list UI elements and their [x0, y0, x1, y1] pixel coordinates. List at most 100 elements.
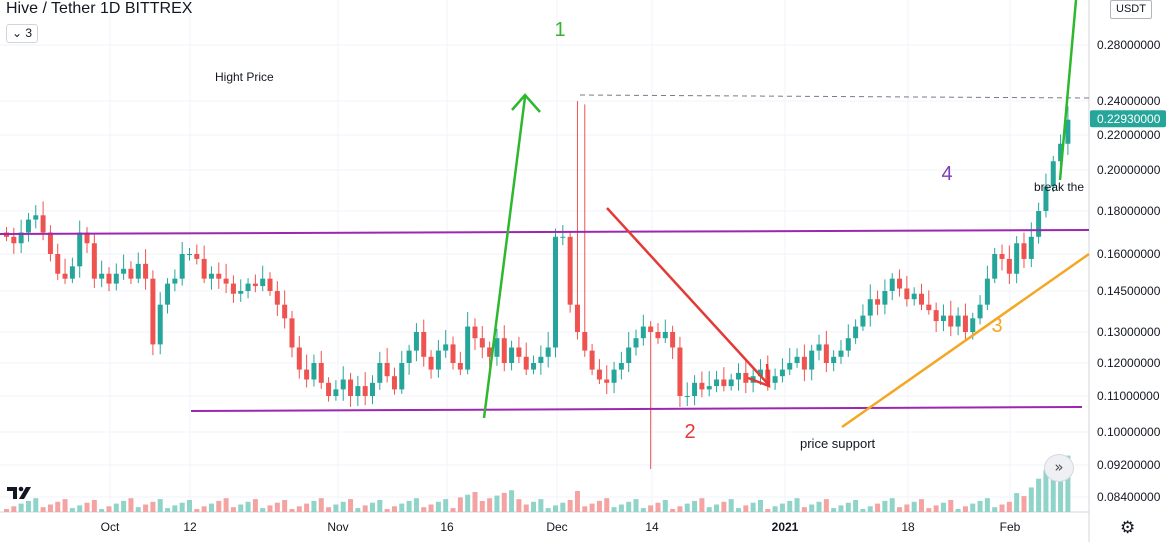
volume-bar — [911, 501, 917, 512]
candle-body — [999, 254, 1005, 259]
candle-body — [472, 326, 478, 339]
candle — [618, 351, 624, 380]
candle-body — [128, 268, 134, 279]
candle-body — [714, 379, 720, 387]
time-tick-label: 16 — [440, 520, 454, 534]
volume-bar — [736, 508, 741, 512]
volume-bar — [509, 490, 515, 512]
candle — [779, 358, 785, 383]
time-tick-label: 14 — [645, 520, 659, 534]
candle — [926, 290, 932, 315]
candle — [201, 245, 207, 284]
volume-bar — [406, 500, 412, 512]
time-tick-label: 12 — [183, 520, 197, 534]
candle — [179, 241, 185, 286]
volume-bar — [348, 499, 354, 512]
wave-2-label: 2 — [684, 421, 695, 443]
candle — [794, 348, 800, 368]
candle-body — [289, 318, 295, 348]
candle — [84, 227, 90, 254]
volume-bar — [33, 498, 39, 512]
candle-body — [823, 344, 829, 363]
volume-bar — [728, 499, 734, 512]
candle-body — [1050, 161, 1056, 187]
volume-bar — [501, 492, 507, 512]
currency-badge[interactable]: USDT — [1110, 0, 1152, 19]
resistance-line — [0, 229, 1090, 235]
candle — [172, 269, 178, 292]
volume-bar — [545, 508, 551, 512]
candle — [684, 382, 690, 407]
volume-bar — [479, 501, 485, 512]
candle — [531, 355, 537, 375]
volume-bar — [750, 502, 756, 512]
volume-bar — [567, 500, 573, 512]
volume-bar — [143, 504, 149, 512]
volume-bar — [165, 508, 171, 512]
candle — [553, 228, 558, 358]
candle-body — [889, 278, 895, 291]
candle-body — [296, 347, 302, 370]
settings-gear-icon[interactable]: ⚙ — [1120, 518, 1136, 538]
volume-bar — [823, 499, 829, 512]
candle — [509, 340, 515, 371]
candle-body — [260, 278, 266, 287]
volume-bar — [267, 505, 273, 512]
candle-body — [84, 232, 90, 244]
volume-bar — [794, 498, 800, 512]
candle-body — [370, 382, 375, 396]
volume-bar — [897, 507, 903, 512]
candle — [238, 279, 244, 302]
candle-body — [545, 347, 551, 357]
candle-body — [692, 382, 698, 396]
candle-body — [904, 288, 910, 300]
volume-bar — [904, 504, 910, 512]
volume-bar — [626, 501, 632, 512]
candle — [743, 359, 749, 394]
candle — [904, 275, 910, 307]
volume-bar — [245, 501, 251, 512]
volume-bar — [933, 505, 939, 512]
candle — [121, 254, 127, 280]
candle — [377, 351, 383, 390]
candle — [538, 345, 544, 375]
volume-bar — [69, 508, 75, 512]
candle-body — [187, 254, 192, 255]
candle — [919, 283, 924, 311]
candle — [77, 220, 83, 278]
price-tick-label: 0.18000000 — [1097, 204, 1161, 218]
price-tick-label: 0.28000000 — [1097, 38, 1161, 52]
candle-body — [721, 379, 727, 387]
candle-body — [984, 278, 990, 305]
candle-body — [633, 338, 639, 348]
volume-bar — [604, 498, 610, 512]
collapse-indicators-button[interactable]: ⌄ 3 — [6, 24, 38, 43]
candle-body — [40, 215, 46, 233]
candle — [801, 344, 807, 382]
candle — [333, 380, 339, 401]
candle-body — [245, 283, 251, 291]
candle — [1014, 236, 1020, 284]
candle-body — [62, 273, 68, 279]
candle — [589, 343, 595, 376]
candle-body — [501, 338, 507, 363]
candle — [626, 332, 632, 373]
candle — [984, 265, 990, 311]
candle — [787, 348, 793, 376]
volume-bar — [574, 491, 580, 512]
candle — [633, 329, 639, 356]
candle-body — [589, 350, 595, 370]
volume-bar — [1050, 473, 1056, 512]
volume-bar — [714, 504, 720, 512]
volume-bar — [779, 503, 785, 512]
candle — [91, 234, 97, 289]
candle-body — [421, 332, 427, 357]
volume-bar — [948, 500, 954, 512]
candle-body — [230, 283, 236, 294]
candle-body — [977, 304, 983, 319]
candle — [714, 370, 720, 393]
scroll-to-realtime-button[interactable]: » — [1044, 454, 1074, 482]
candle-body — [208, 273, 214, 279]
candle — [567, 231, 573, 313]
